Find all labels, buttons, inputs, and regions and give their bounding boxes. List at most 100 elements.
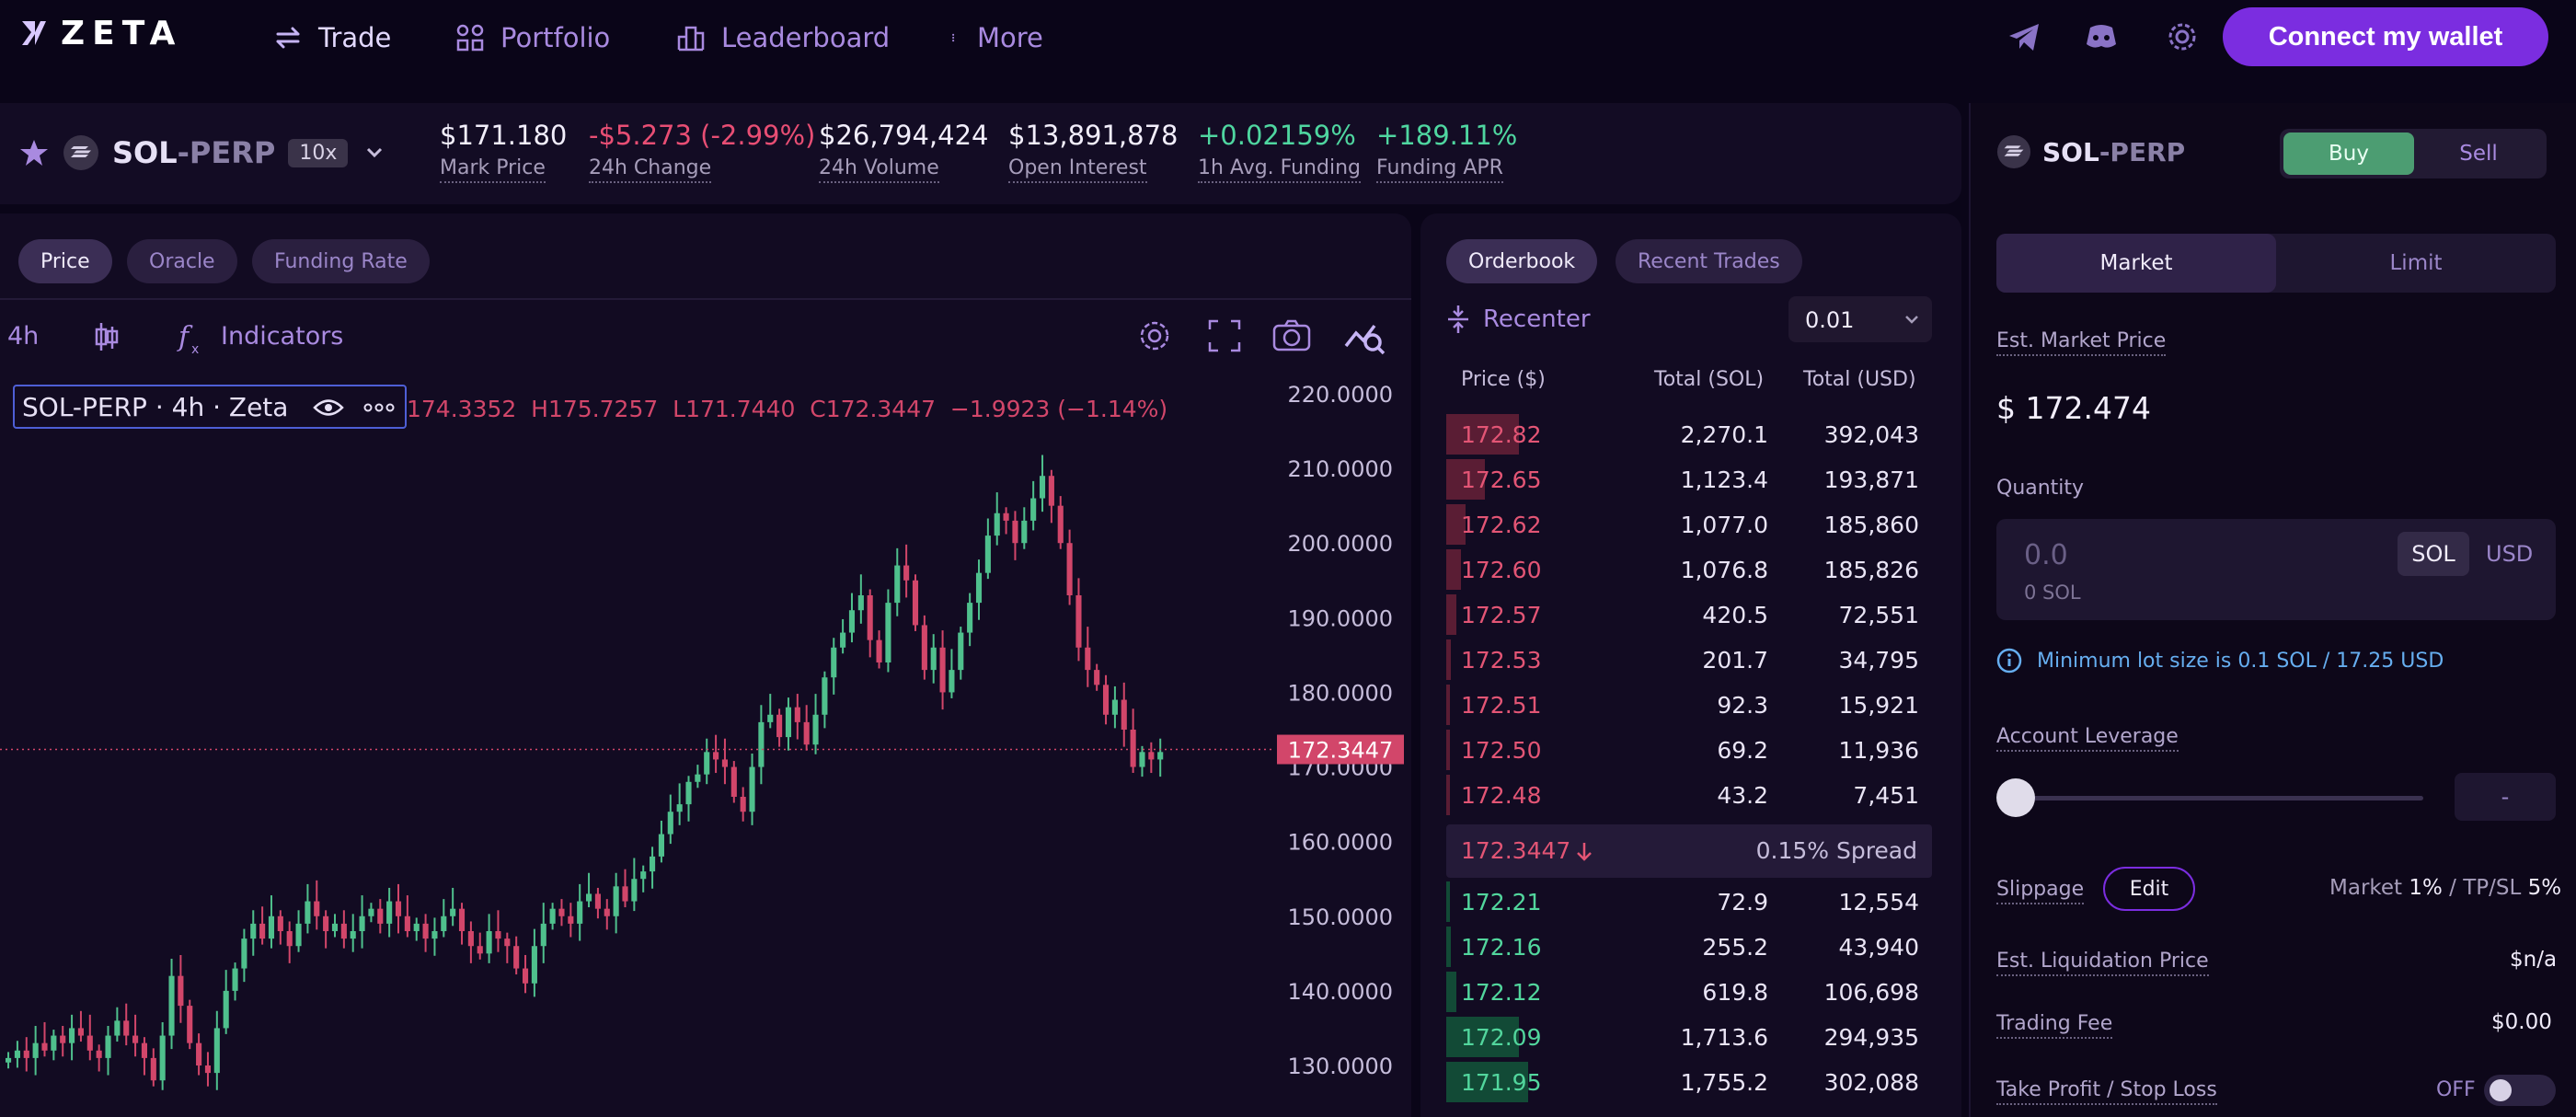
orderbook-ask-row[interactable]: 172.57 420.5 72,551 [1446,593,1930,638]
tab-price[interactable]: Price [18,239,112,283]
star-icon[interactable] [18,137,50,168]
recenter-icon [1448,305,1468,333]
stat-value: $13,891,878 [1008,120,1179,151]
ob-total-usd: 392,043 [1823,421,1919,448]
ob-total-sol: 255.2 [1702,934,1768,961]
candle-body [540,923,546,947]
market-selector[interactable]: SOL-PERP 10x [18,134,388,171]
tick-size-select[interactable]: 0.01 [1788,296,1932,342]
zeta-logo[interactable]: ZETA [20,15,182,52]
candle-body [32,1042,39,1058]
candle-body [831,647,837,678]
sell-button[interactable]: Sell [2459,142,2498,166]
discord-icon[interactable] [2083,18,2120,55]
chart-ohlc-readout: 174.3352 H175.7257 L171.7440 C172.3447 −… [407,396,1168,422]
candle-body [558,908,565,916]
candle-body [785,707,792,738]
slippage-edit-button[interactable]: Edit [2103,867,2195,911]
nav-portfolio[interactable]: Portfolio [454,17,610,59]
nav-leaderboard-label: Leaderboard [721,22,891,53]
candle-body [123,1020,130,1036]
orderbook-ask-row[interactable]: 172.82 2,270.1 392,043 [1446,412,1930,457]
candle-body [340,923,347,939]
ob-total-sol: 69.2 [1717,737,1768,764]
price-candlestick-chart[interactable]: 220.0000 210.0000 200.0000 190.0000 180.0000… [0,368,1411,1117]
candle-body [912,580,919,626]
camera-snapshot-icon[interactable] [1271,317,1312,355]
buy-button[interactable]: Buy [2283,132,2414,175]
connect-wallet-button[interactable]: Connect my wallet [2223,7,2548,66]
unit-sol-button[interactable]: SOL [2398,532,2469,576]
chevron-down-icon[interactable] [361,139,388,167]
candle-body [1111,699,1118,715]
orderbook-bid-row[interactable]: 172.21 72.9 12,554 [1446,880,1930,925]
chart-legend-box[interactable]: SOL-PERP · 4h · Zeta [13,385,407,429]
tab-funding-rate[interactable]: Funding Rate [252,239,430,283]
eye-visibility-icon[interactable] [313,396,344,420]
market-order-tab[interactable]: Market [1996,234,2276,293]
candles-style-icon[interactable] [92,320,121,353]
orderbook-ask-row[interactable]: 172.50 69.2 11,936 [1446,728,1930,773]
nav-leaderboard[interactable]: Leaderboard [675,17,890,59]
leverage-slider-handle[interactable] [1996,778,2035,817]
candle-body [967,603,973,633]
nav-trade[interactable]: Trade [272,17,391,59]
candle-body [141,1042,148,1058]
tab-orderbook[interactable]: Orderbook [1446,239,1598,283]
orderbook-ask-row[interactable]: 172.51 92.3 15,921 [1446,683,1930,728]
tpsl-toggle[interactable] [2484,1075,2556,1106]
stat-label: 24h Volume [819,156,939,183]
orderbook-bid-row[interactable]: 172.16 255.2 43,940 [1446,925,1930,970]
quantity-input[interactable]: 0.0 [2024,539,2068,571]
candle-body [713,752,719,760]
symbol-base: SOL [112,135,178,170]
telegram-icon[interactable] [2006,18,2042,55]
candle-body [568,915,574,924]
orderbook-ask-row[interactable]: 172.62 1,077.0 185,860 [1446,502,1930,547]
nav-more[interactable]: More [951,17,1043,59]
quantity-field[interactable]: 0.0 0 SOL SOL USD [1996,519,2556,620]
limit-order-tab[interactable]: Limit [2389,251,2443,275]
nav-trade-label: Trade [318,22,392,53]
est-price-value: $ 172.474 [1996,390,2151,426]
orderbook-bid-row[interactable]: 171.95 1,755.2 302,088 [1446,1060,1930,1105]
leverage-value-input[interactable]: - [2455,773,2556,821]
interval-selector[interactable]: 4h [7,322,40,351]
leverage-badge: 10x [288,138,349,167]
more-options-icon[interactable] [362,396,396,420]
min-lot-notice: Minimum lot size is 0.1 SOL / 17.25 USD [1996,648,2444,674]
unit-usd-button[interactable]: USD [2486,541,2534,567]
candle-body [513,946,520,969]
candle-body [586,893,592,902]
orderbook-ask-row[interactable]: 172.60 1,076.8 185,826 [1446,547,1930,593]
recenter-button[interactable]: Recenter [1446,304,1591,335]
ob-total-sol: 72.9 [1717,889,1768,915]
stat-value: +189.11% [1376,120,1518,151]
orderbook-bid-row[interactable]: 172.12 619.8 106,698 [1446,970,1930,1015]
orderbook-ask-row[interactable]: 172.48 43.2 7,451 [1446,773,1930,818]
tab-oracle[interactable]: Oracle [127,239,237,283]
candle-body [386,901,393,924]
stat-label: 24h Change [589,156,712,183]
orderbook-ask-row[interactable]: 172.53 201.7 34,795 [1446,638,1930,683]
settings-gear-icon[interactable] [2164,18,2201,55]
chart-settings-gear-icon[interactable] [1135,317,1174,355]
orderbook-ask-row[interactable]: 172.65 1,123.4 193,871 [1446,457,1930,502]
candle-body [975,572,983,604]
leverage-slider-track[interactable] [2015,796,2423,800]
candle-body [1012,520,1018,544]
candle-body [204,1065,212,1074]
depth-bar [1446,1062,1528,1102]
depth-bar [1446,730,1450,770]
fullscreen-icon[interactable] [1205,317,1244,355]
candle-body [876,639,882,662]
candle-body [486,931,492,954]
indicators-button[interactable]: Indicators [221,322,344,351]
stat-label: Funding APR [1376,156,1503,183]
chart-analysis-icon[interactable] [1343,315,1386,357]
tab-recent-trades[interactable]: Recent Trades [1616,239,1802,283]
orderbook-bid-row[interactable]: 172.09 1,713.6 294,935 [1446,1015,1930,1060]
candle-body [531,946,537,984]
candle-body [77,1028,84,1036]
candle-body [232,968,238,991]
